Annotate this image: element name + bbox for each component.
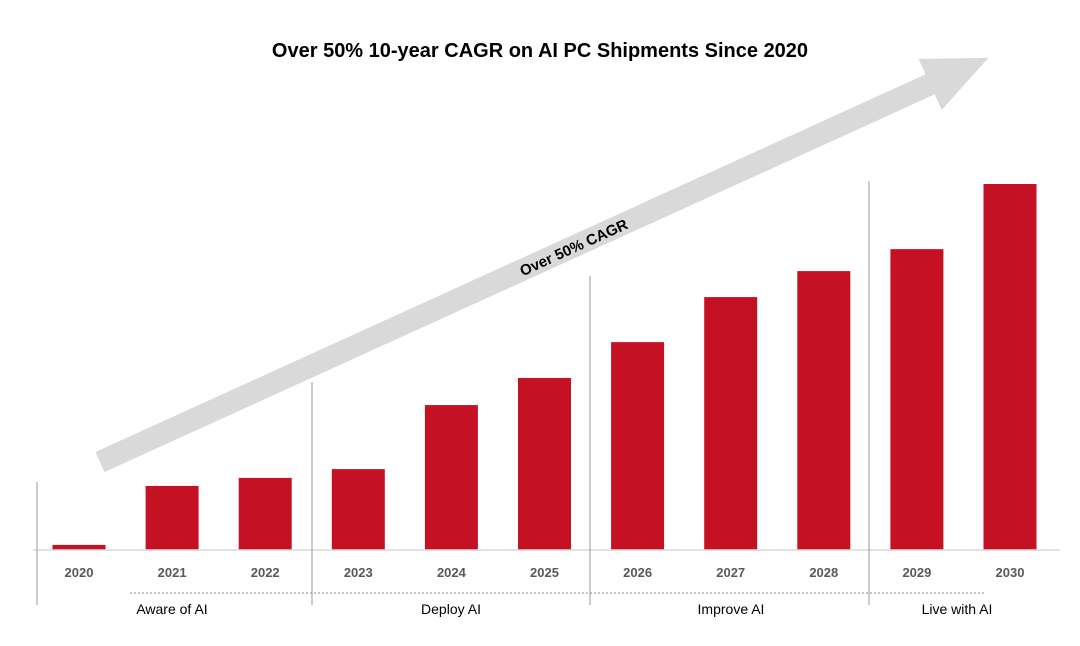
phase-label: Deploy AI bbox=[421, 601, 481, 617]
x-tick-label: 2020 bbox=[65, 565, 94, 580]
bar-2027 bbox=[704, 297, 758, 550]
x-tick-label: 2024 bbox=[437, 565, 467, 580]
bar-2029 bbox=[890, 249, 944, 550]
phase-label: Aware of AI bbox=[136, 601, 207, 617]
bar-2028 bbox=[797, 271, 851, 550]
bar-2021 bbox=[145, 485, 199, 550]
phase-label: Live with AI bbox=[922, 601, 993, 617]
bar-2024 bbox=[424, 405, 478, 550]
x-tick-label: 2025 bbox=[530, 565, 559, 580]
bar-2022 bbox=[238, 477, 292, 550]
x-tick-label: 2026 bbox=[623, 565, 652, 580]
arrow-shaft bbox=[95, 71, 941, 473]
chart-title: Over 50% 10-year CAGR on AI PC Shipments… bbox=[272, 40, 808, 62]
x-tick-label: 2021 bbox=[158, 565, 187, 580]
x-tick-label: 2029 bbox=[902, 565, 931, 580]
x-tick-label: 2028 bbox=[809, 565, 838, 580]
x-tick-label: 2027 bbox=[716, 565, 745, 580]
arrow-head bbox=[918, 57, 989, 110]
arrow-label: Over 50% CAGR bbox=[517, 216, 630, 280]
bar-2030 bbox=[983, 184, 1037, 550]
x-tick-label: 2022 bbox=[251, 565, 280, 580]
x-tick-label: 2030 bbox=[996, 565, 1025, 580]
x-tick-label: 2023 bbox=[344, 565, 373, 580]
bar-2026 bbox=[611, 342, 665, 550]
bar-2023 bbox=[331, 469, 385, 550]
bar-2025 bbox=[518, 377, 571, 550]
phase-label: Improve AI bbox=[698, 601, 765, 617]
bar-2020 bbox=[52, 544, 106, 550]
